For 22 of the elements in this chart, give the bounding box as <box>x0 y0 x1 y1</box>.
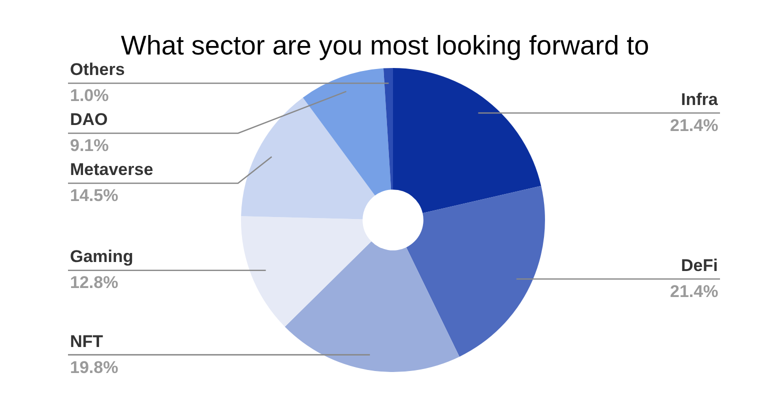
slice-label: Metaverse <box>70 160 154 179</box>
data-label: 21.4% <box>670 282 718 301</box>
donut-slice <box>383 68 393 190</box>
donut-slice <box>284 241 460 372</box>
slice-label: DAO <box>70 110 108 129</box>
chart-title: What sector are you most looking forward to <box>120 30 650 60</box>
data-label: 9.1% <box>70 136 109 155</box>
slice-label: Gaming <box>70 247 134 266</box>
slice-label: Infra <box>681 90 718 109</box>
data-label: 19.8% <box>70 358 118 377</box>
slice-label: Others <box>70 60 125 79</box>
donut-slice <box>393 68 542 214</box>
donut-slice <box>302 68 392 196</box>
data-label: 14.5% <box>70 186 118 205</box>
donut-slice <box>241 216 372 327</box>
data-label: 12.8% <box>70 273 118 292</box>
donut-slice <box>241 98 375 220</box>
slice-label: DeFi <box>681 256 718 275</box>
slice-label: NFT <box>70 332 104 351</box>
data-label: 21.4% <box>670 116 718 135</box>
donut-slice <box>406 186 545 357</box>
data-label: 1.0% <box>70 86 109 105</box>
